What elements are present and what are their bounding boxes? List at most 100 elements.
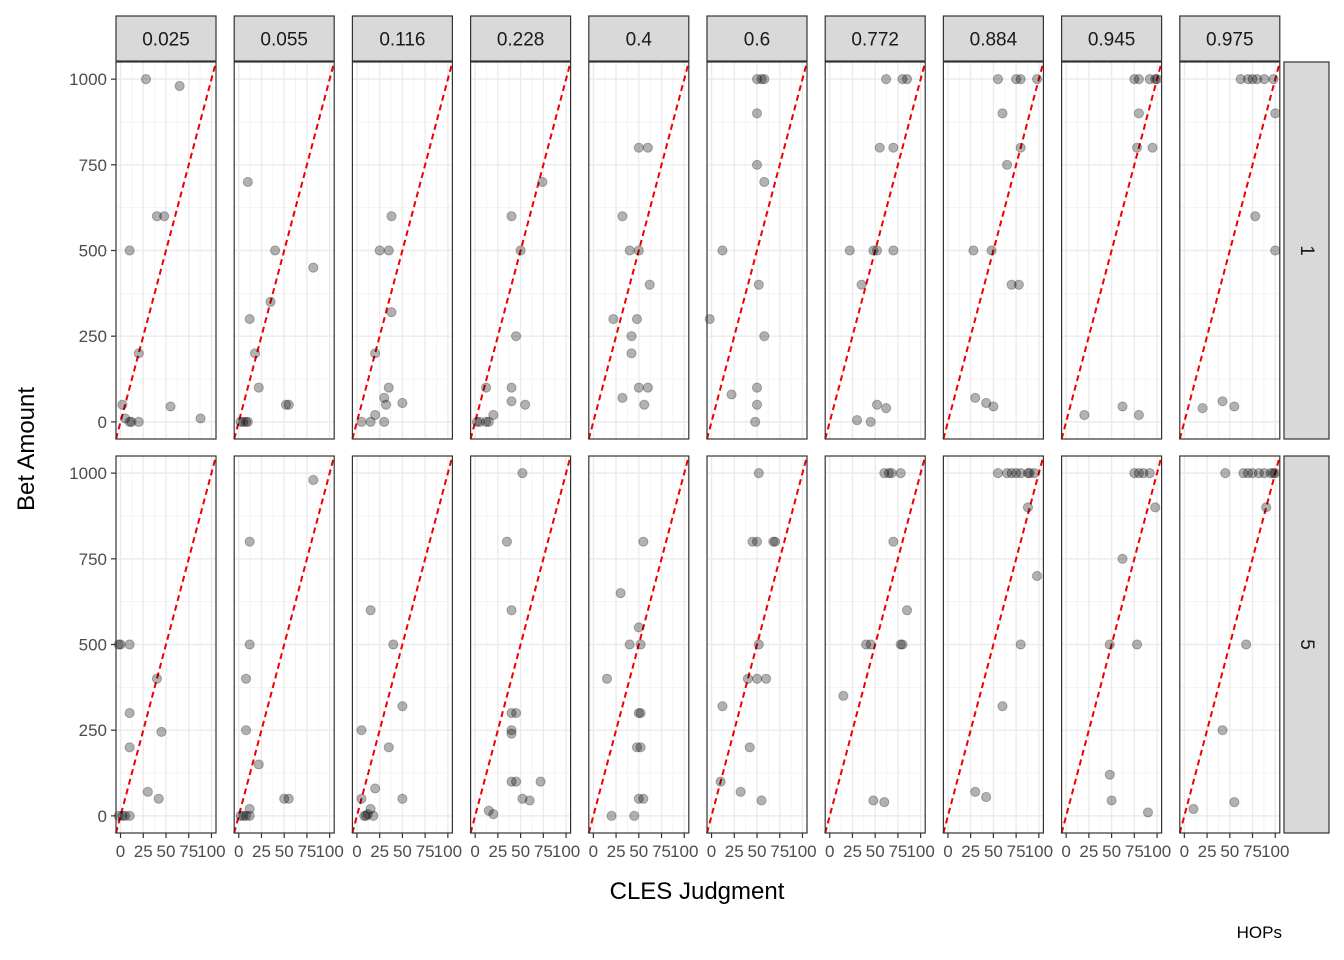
data-point: [606, 810, 617, 821]
data-point: [383, 382, 394, 393]
data-point: [992, 468, 1004, 479]
x-tick-label: 0: [589, 842, 598, 861]
data-point: [861, 639, 872, 650]
data-point: [483, 416, 494, 427]
x-tick-label: 0: [470, 842, 479, 861]
data-point: [506, 396, 517, 407]
data-point: [617, 211, 628, 222]
column-strip: 0.772: [824, 15, 926, 62]
column-strip-label: 0.228: [497, 30, 545, 51]
data-point: [356, 725, 367, 736]
data-point: [1253, 468, 1264, 479]
data-point: [642, 382, 653, 393]
reference-line: [351, 455, 454, 834]
x-tick-label: 75: [652, 842, 671, 861]
data-point: [635, 639, 646, 650]
data-point: [756, 74, 767, 85]
data-point: [888, 536, 899, 547]
data-point: [1133, 468, 1144, 479]
x-tick-label: 50: [866, 842, 885, 861]
data-point: [240, 810, 252, 821]
x-tick-label: 100: [670, 842, 698, 861]
column-strip: 0.055: [233, 15, 335, 62]
data-point: [970, 786, 981, 797]
data-point: [1001, 468, 1013, 479]
data-point: [633, 245, 644, 256]
data-point: [768, 536, 779, 547]
data-point: [1006, 468, 1017, 479]
x-tick-label: 75: [1243, 842, 1262, 861]
data-point: [480, 382, 492, 393]
data-point: [1261, 502, 1272, 513]
data-point: [253, 382, 264, 393]
data-point: [265, 296, 276, 308]
data-point: [151, 673, 163, 684]
data-point: [895, 639, 906, 650]
data-point: [283, 793, 294, 804]
data-point: [380, 399, 392, 410]
data-point: [1144, 74, 1155, 85]
y-tick-label: 0: [98, 413, 107, 432]
data-point: [506, 382, 517, 393]
data-point: [240, 673, 252, 684]
x-tick-label: 100: [434, 842, 462, 861]
data-point: [151, 211, 163, 222]
data-point: [871, 245, 883, 256]
data-point: [235, 810, 246, 821]
data-point: [751, 74, 763, 85]
x-tick-label: 25: [370, 842, 389, 861]
data-point: [1133, 74, 1144, 85]
row-strip: 1: [1283, 61, 1330, 440]
data-point: [617, 392, 628, 403]
data-point: [631, 313, 643, 325]
data-point: [865, 639, 876, 650]
panel-border: [706, 61, 808, 440]
x-tick-label: 50: [275, 842, 294, 861]
x-tick-label: 75: [770, 842, 789, 861]
data-point: [397, 701, 408, 712]
reference-line: [1060, 61, 1163, 440]
data-point: [383, 245, 394, 256]
data-point: [517, 468, 528, 479]
data-point: [901, 605, 913, 616]
x-tick-label: 0: [116, 842, 125, 861]
data-point: [115, 639, 126, 650]
x-tick-label: 75: [416, 842, 435, 861]
data-point: [997, 701, 1008, 712]
panels-layer: [113, 61, 1281, 834]
facet-panel: [1178, 61, 1281, 440]
x-tick-label: 100: [1025, 842, 1053, 861]
data-point: [856, 279, 867, 290]
data-point: [997, 108, 1008, 119]
data-point: [751, 382, 763, 393]
data-point: [1229, 797, 1240, 808]
panel-gridlines: [588, 456, 689, 833]
y-tick-label: 0: [98, 807, 107, 826]
data-point: [1270, 108, 1281, 119]
data-point: [1259, 468, 1270, 479]
data-point: [1265, 468, 1276, 479]
column-strip: 0.6: [706, 15, 808, 62]
data-point: [970, 392, 981, 403]
data-point: [1241, 639, 1252, 650]
data-point: [1117, 401, 1128, 412]
data-point: [633, 382, 644, 393]
data-point: [1188, 803, 1199, 815]
data-point: [751, 108, 763, 119]
x-tick-label: 25: [1198, 842, 1217, 861]
data-point: [871, 399, 883, 410]
data-point: [717, 701, 728, 712]
data-point: [133, 416, 144, 427]
facet-panel: [587, 455, 690, 834]
data-point: [515, 245, 526, 256]
data-point: [279, 793, 290, 804]
reference-line: [1178, 455, 1281, 834]
reference-line: [824, 455, 927, 834]
x-tick-label: 0: [352, 842, 361, 861]
panel-gridlines: [470, 62, 571, 439]
data-point: [156, 726, 167, 737]
facet-panel: [706, 455, 808, 834]
facet-panel: [704, 61, 808, 440]
data-point: [383, 742, 394, 753]
